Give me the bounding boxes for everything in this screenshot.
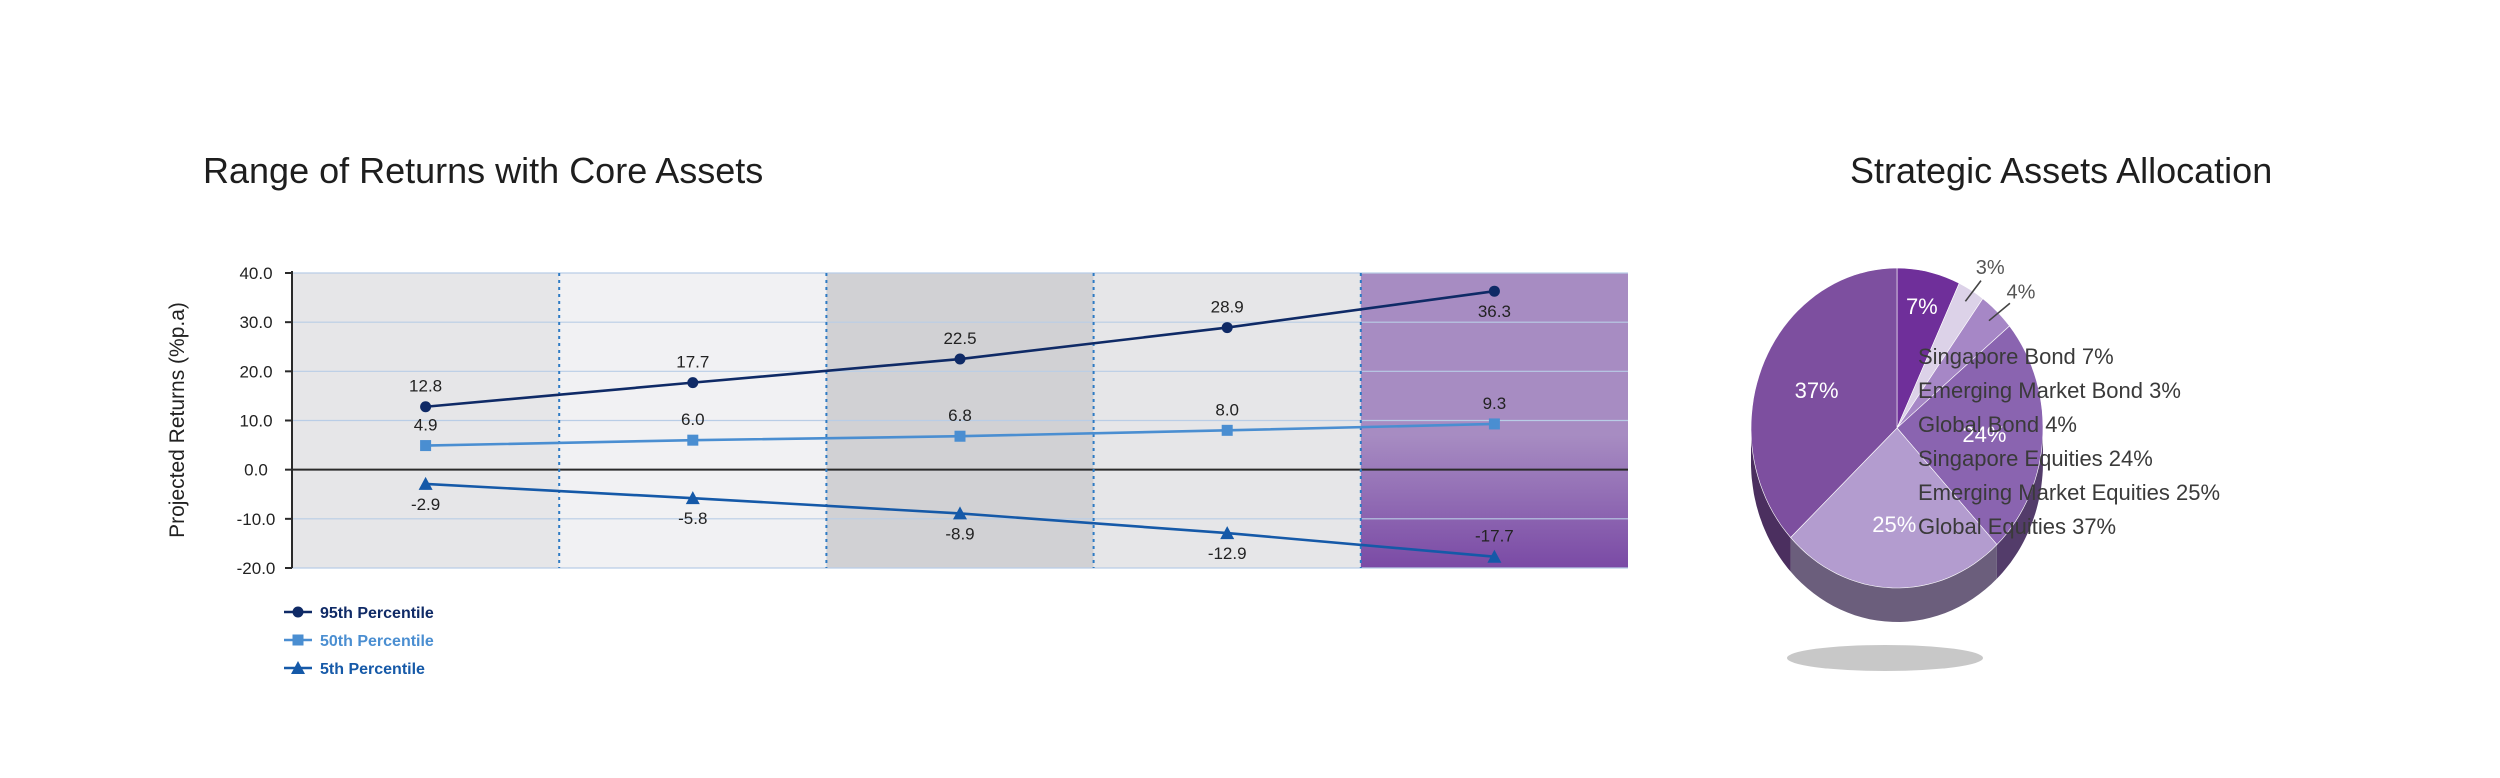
data-label: -17.7 [1475, 527, 1514, 546]
pie-pct-label: 7% [1906, 294, 1938, 319]
pie-legend-item: Global Equities 37% [1918, 514, 2117, 539]
line-chart-title: Range of Returns with Core Assets [203, 150, 764, 191]
legend-marker [291, 661, 305, 674]
pie-legend-item: Emerging Market Equities 25% [1918, 480, 2221, 505]
data-label: 36.3 [1478, 302, 1511, 321]
data-label: -5.8 [678, 509, 707, 528]
data-point [685, 491, 700, 505]
pie-pct-label: 4% [2006, 282, 2035, 304]
pie-slice-side [1751, 428, 1791, 572]
data-point [954, 353, 966, 365]
data-point [418, 476, 433, 490]
pie-legend-item: Singapore Bond 7% [1918, 344, 2114, 369]
legend-label: 50th Percentile [320, 633, 434, 650]
data-label: -2.9 [411, 495, 440, 514]
pie-leader-line [1988, 302, 2011, 322]
data-label: 28.9 [1211, 298, 1244, 317]
pie-pct-label: 25% [1872, 512, 1916, 537]
data-label: 6.0 [681, 410, 705, 429]
pie-slice-side [1790, 537, 1997, 622]
pie-slice [1750, 267, 1898, 538]
data-label: -8.9 [945, 524, 974, 543]
data-label: 6.8 [948, 406, 972, 425]
legend-label: 95th Percentile [320, 605, 434, 622]
y-tick-label: 10.0 [239, 412, 272, 431]
data-point [687, 434, 699, 446]
pie-legend-item: Global Bond 4% [1918, 412, 2077, 437]
pie-leader-line [1964, 280, 1982, 302]
data-point [1221, 424, 1233, 436]
data-label: 9.3 [1483, 394, 1507, 413]
pie-legend-item: Singapore Equities 24% [1918, 446, 2153, 471]
pie-slice [1896, 298, 2010, 429]
y-tick-label: 30.0 [239, 313, 272, 332]
y-axis-label: Projected Returns (%p.a) [166, 302, 189, 538]
pie-shadow [1787, 645, 1983, 671]
data-label: -12.9 [1208, 544, 1247, 563]
pie-slice [1896, 325, 2044, 546]
pie-chart-title: Strategic Assets Allocation [1850, 150, 2273, 191]
legend-marker [292, 606, 304, 618]
pie-pct-label: 24% [1962, 422, 2006, 447]
pie-slice-side [1996, 428, 2043, 579]
y-tick-label: -10.0 [237, 510, 276, 529]
legend-marker [292, 634, 304, 646]
y-tick-label: 20.0 [239, 362, 272, 381]
data-point [1488, 285, 1500, 297]
data-point [953, 506, 967, 520]
pie-pct-label: 37% [1795, 378, 1839, 403]
y-tick-label: 0.0 [244, 461, 268, 480]
pie-legend-item: Emerging Market Bond 3% [1918, 378, 2181, 403]
data-label: 17.7 [676, 353, 709, 372]
pie-pct-label: 3% [1976, 257, 2005, 279]
data-point [420, 440, 432, 452]
data-point [687, 377, 699, 389]
y-tick-label: -20.0 [237, 559, 276, 578]
data-label: 8.0 [1215, 400, 1239, 419]
data-label: 4.9 [414, 416, 438, 435]
data-point [954, 430, 966, 442]
y-tick-label: 40.0 [239, 264, 272, 283]
data-point [1488, 418, 1500, 430]
data-point [1487, 549, 1502, 563]
data-point [1220, 526, 1235, 540]
pie-slice [1896, 267, 1960, 429]
data-point [420, 401, 432, 413]
data-label: 22.5 [943, 329, 976, 348]
pie-slice [1790, 427, 1998, 589]
data-point [1221, 322, 1233, 334]
data-label: 12.8 [409, 377, 442, 396]
legend-label: 5th Percentile [320, 661, 425, 678]
